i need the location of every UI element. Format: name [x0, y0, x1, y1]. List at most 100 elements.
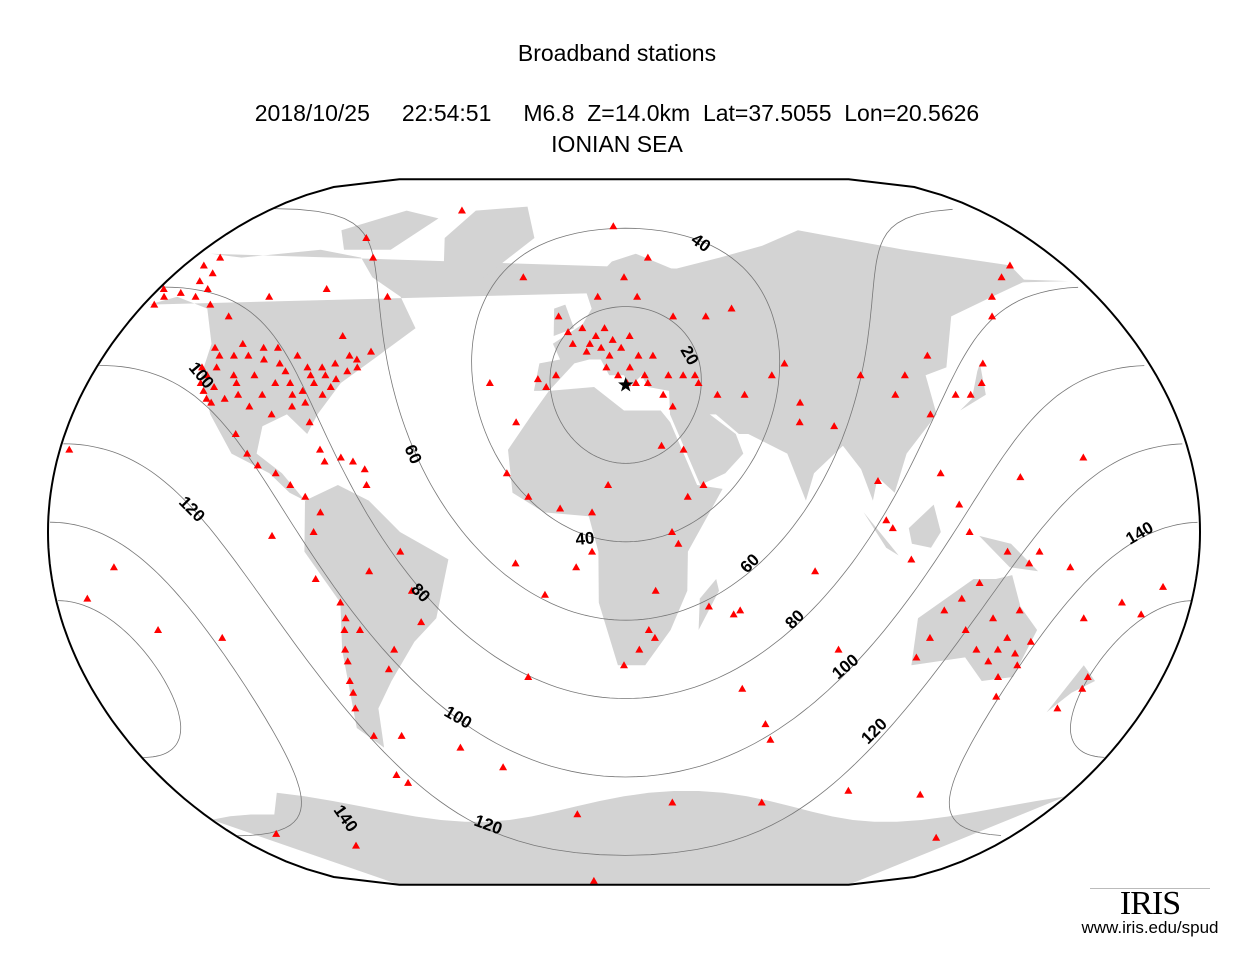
- map-border: [46, 178, 1202, 886]
- station-triangle-icon: [305, 418, 314, 426]
- station-triangle-icon: [199, 386, 208, 394]
- station-triangle-icon: [888, 524, 897, 532]
- station-triangle-icon: [259, 343, 268, 351]
- station-triangle-icon: [593, 292, 602, 300]
- contour-160-deg: [1070, 600, 1192, 758]
- station-triangle-icon: [617, 343, 626, 351]
- station-triangle-icon: [208, 269, 217, 277]
- station-triangle-icon: [1079, 614, 1088, 622]
- north-america: [148, 249, 1069, 501]
- station-triangle-icon: [383, 292, 392, 300]
- station-triangle-icon: [926, 410, 935, 418]
- station-triangle-icon: [643, 379, 652, 387]
- station-triangle-icon: [648, 351, 657, 359]
- station-triangle-icon: [232, 379, 241, 387]
- station-triangle-icon: [811, 567, 820, 575]
- station-triangle-icon: [340, 626, 349, 633]
- contour-40-deg: [471, 227, 781, 543]
- station-triangle-icon: [349, 688, 358, 696]
- station-triangle-icon: [602, 363, 611, 371]
- station-triangle-icon: [972, 645, 981, 653]
- contour-label-140: 140: [1123, 518, 1157, 549]
- station-triangle-icon: [572, 563, 581, 571]
- station-triangle-icon: [245, 402, 254, 410]
- station-triangle-icon: [1003, 633, 1012, 641]
- station-triangle-icon: [625, 332, 634, 339]
- station-triangle-icon: [955, 500, 964, 508]
- station-triangle-icon: [729, 610, 738, 618]
- station-triangle-icon: [311, 575, 320, 583]
- station-triangle-icon: [345, 676, 354, 684]
- station-triangle-icon: [614, 371, 623, 379]
- station-triangle-icon: [1079, 453, 1088, 461]
- station-triangle-icon: [713, 390, 722, 398]
- station-triangle-icon: [591, 332, 600, 339]
- station-triangle-icon: [640, 371, 649, 379]
- station-triangle-icon: [668, 528, 676, 535]
- station-triangle-icon: [600, 324, 609, 332]
- station-triangle-icon: [207, 398, 216, 406]
- station-triangle-icon: [362, 480, 371, 488]
- station-triangle-icon: [1015, 606, 1024, 614]
- station-triangle-icon: [994, 673, 1003, 681]
- station-triangle-icon: [259, 355, 268, 363]
- station-triangle-icon: [369, 731, 378, 739]
- station-triangle-icon: [244, 351, 253, 359]
- sumatra: [863, 512, 899, 556]
- station-triangle-icon: [589, 876, 598, 884]
- station-triangle-icon: [669, 312, 678, 320]
- station-triangle-icon: [253, 461, 262, 469]
- station-triangle-icon: [159, 284, 168, 292]
- station-triangle-icon: [736, 606, 745, 614]
- station-triangle-icon: [564, 328, 573, 336]
- south-america: [304, 485, 449, 748]
- station-triangle-icon: [690, 371, 699, 379]
- station-triangle-icon: [396, 547, 405, 555]
- iris-url: www.iris.edu/spud: [1081, 918, 1219, 937]
- station-triangle-icon: [524, 492, 533, 500]
- station-triangle-icon: [573, 810, 582, 818]
- event-depth: Z=14.0km: [587, 100, 691, 126]
- station-triangle-icon: [620, 273, 628, 281]
- contour-160-deg: [57, 600, 182, 758]
- station-triangle-icon: [238, 339, 247, 347]
- station-triangle-icon: [997, 273, 1006, 281]
- station-triangle-icon: [556, 504, 565, 512]
- station-triangle-icon: [390, 645, 399, 653]
- station-triangle-icon: [757, 798, 766, 806]
- contour-label-60: 60: [736, 550, 763, 577]
- station-triangle-icon: [992, 692, 1001, 700]
- station-triangle-icon: [882, 516, 891, 524]
- station-triangle-icon: [272, 829, 281, 837]
- station-triangle-icon: [320, 457, 329, 465]
- station-triangle-icon: [957, 594, 966, 602]
- station-triangle-icon: [1025, 559, 1034, 567]
- antarctica: [211, 791, 1067, 885]
- station-triangle-icon: [940, 606, 949, 614]
- station-triangle-icon: [243, 449, 252, 457]
- station-triangle-icon: [397, 731, 406, 739]
- station-triangle-icon: [203, 371, 212, 379]
- station-triangle-icon: [1005, 261, 1014, 269]
- station-triangle-icon: [552, 371, 561, 379]
- station-triangle-icon: [1078, 684, 1087, 692]
- station-triangle-icon: [511, 559, 520, 567]
- station-triangle-icon: [273, 343, 282, 351]
- station-triangle-icon: [199, 261, 208, 269]
- station-triangle-icon: [951, 390, 960, 398]
- station-triangle-icon: [659, 390, 668, 398]
- station-triangle-icon: [993, 645, 1002, 653]
- contour-label-40: 40: [575, 528, 596, 549]
- event-info: 2018/10/25 22:54:51 M6.8 Z=14.0km Lat=37…: [0, 100, 1234, 127]
- station-triangle-icon: [203, 284, 212, 292]
- station-triangle-icon: [286, 379, 295, 387]
- station-triangle-icon: [456, 743, 465, 751]
- greenland: [443, 206, 535, 289]
- station-triangle-icon: [657, 441, 666, 449]
- contour-80-deg: [161, 286, 1079, 700]
- station-triangle-icon: [301, 398, 310, 406]
- station-triangle-icon: [554, 312, 563, 320]
- epicenter-star: [618, 377, 634, 392]
- station-triangle-icon: [597, 343, 606, 351]
- station-triangle-icon: [369, 253, 378, 261]
